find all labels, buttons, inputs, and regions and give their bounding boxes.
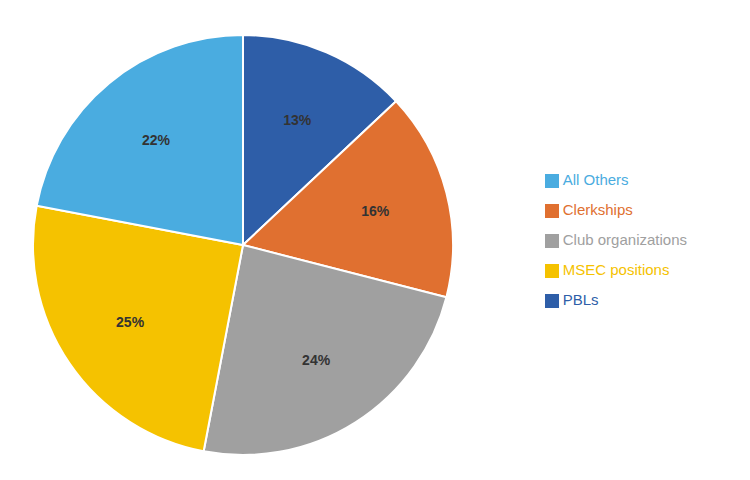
svg-text:13%: 13%: [283, 112, 312, 128]
svg-text:24%: 24%: [302, 352, 331, 368]
html-text:All Others: All Others: [562, 171, 629, 188]
svg-text:25%: 25%: [116, 314, 145, 330]
svg-text:16%: 16%: [361, 203, 390, 219]
html-text:MSEC positions: MSEC positions: [562, 261, 670, 278]
svg-text:22%: 22%: [142, 132, 171, 148]
html-text:Club organizations: Club organizations: [562, 231, 687, 248]
html-text:PBLs: PBLs: [562, 291, 599, 308]
html-text:Clerkships: Clerkships: [562, 201, 633, 218]
